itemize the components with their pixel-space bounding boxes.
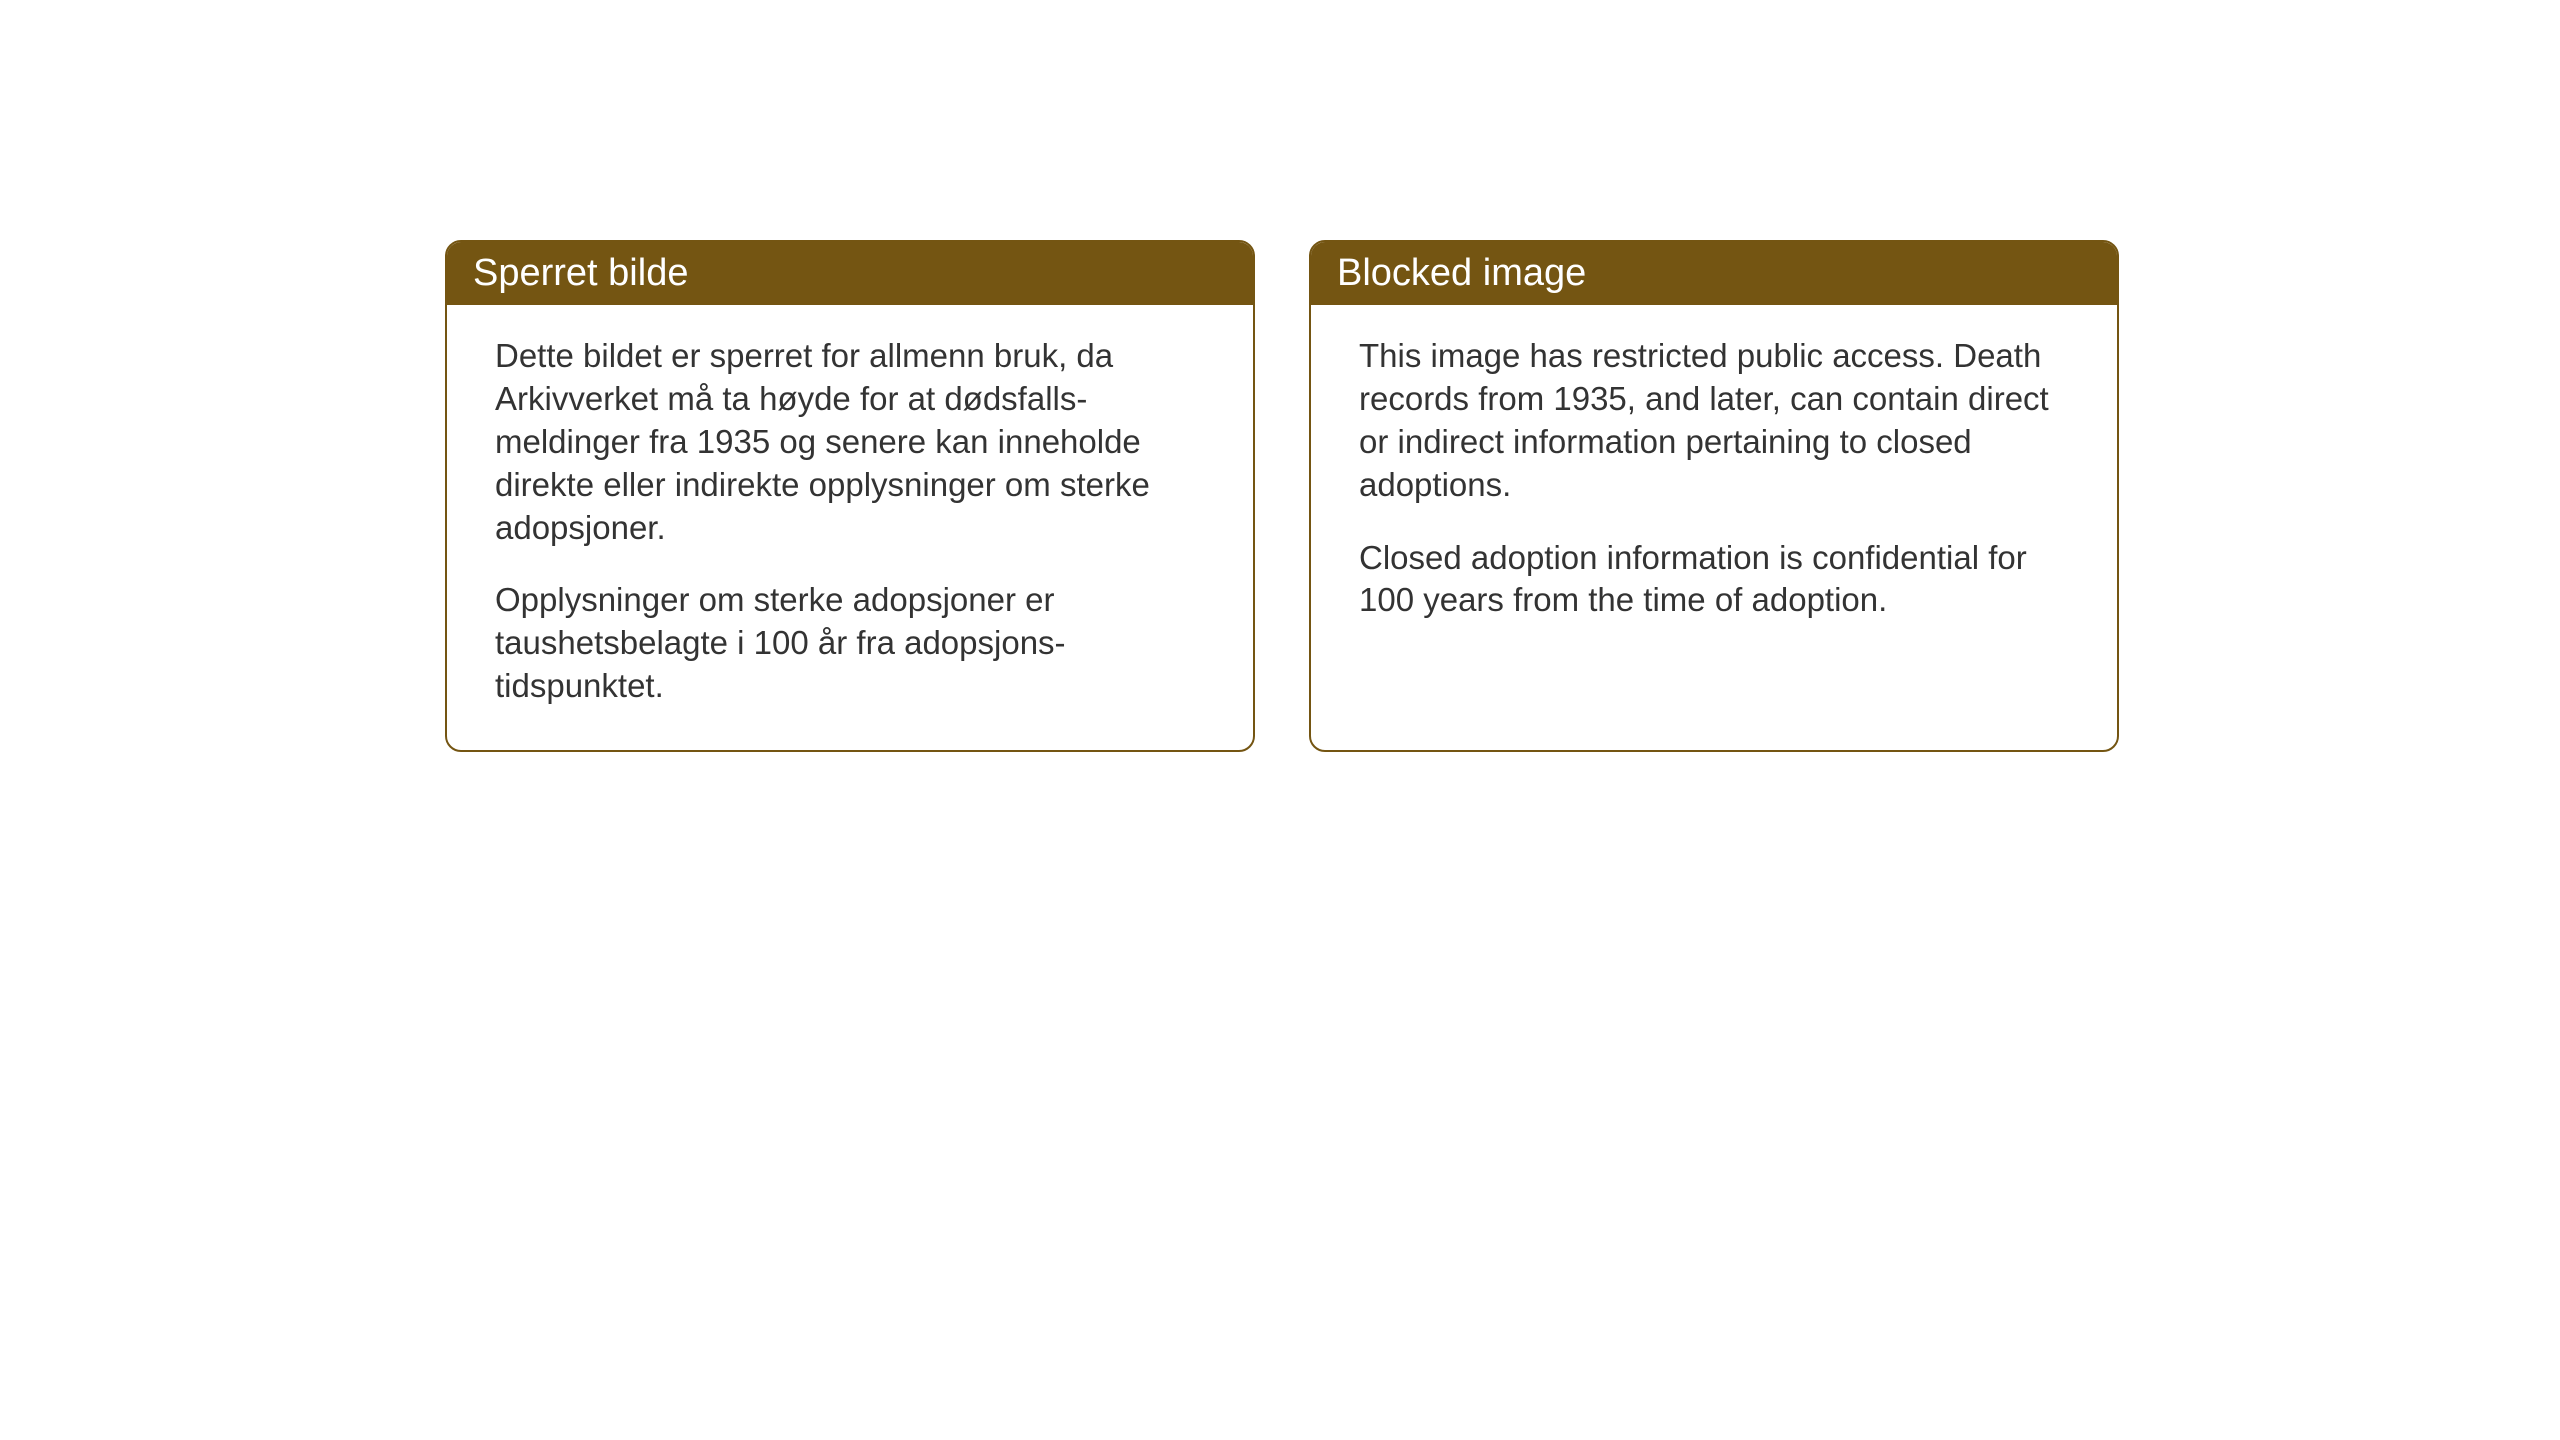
norwegian-card-title: Sperret bilde <box>447 242 1253 305</box>
norwegian-paragraph-1: Dette bildet er sperret for allmenn bruk… <box>495 335 1205 549</box>
english-card-body: This image has restricted public access.… <box>1311 305 2117 750</box>
english-paragraph-1: This image has restricted public access.… <box>1359 335 2069 507</box>
english-card-title: Blocked image <box>1311 242 2117 305</box>
cards-container: Sperret bilde Dette bildet er sperret fo… <box>445 240 2119 752</box>
norwegian-card: Sperret bilde Dette bildet er sperret fo… <box>445 240 1255 752</box>
english-card: Blocked image This image has restricted … <box>1309 240 2119 752</box>
english-paragraph-2: Closed adoption information is confident… <box>1359 537 2069 623</box>
norwegian-card-body: Dette bildet er sperret for allmenn bruk… <box>447 305 1253 750</box>
norwegian-paragraph-2: Opplysninger om sterke adopsjoner er tau… <box>495 579 1205 708</box>
